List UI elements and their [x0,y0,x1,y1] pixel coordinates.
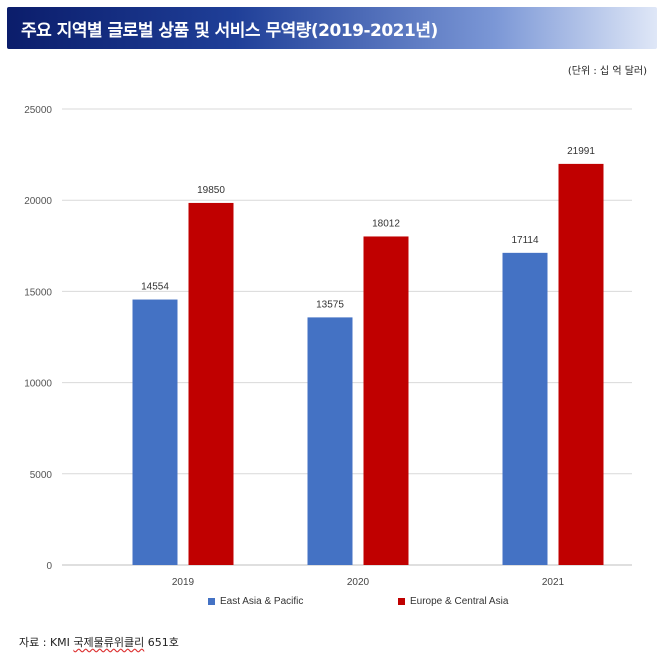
bar-europe-2019 [188,202,234,565]
data-label-east-asia-2021: 17114 [511,235,539,246]
x-tick-label-2020: 2020 [347,577,370,588]
data-label-europe-2021: 21991 [567,146,595,157]
data-label-east-asia-2019: 14554 [141,282,169,293]
bar-east-asia-2020 [307,317,353,565]
y-tick-label-15000: 15000 [24,287,52,298]
chart-legend: East Asia & Pacific Europe & Central Asi… [0,596,669,612]
title-bar: 주요 지역별 글로벌 상품 및 서비스 무역량(2019-2021년) [7,7,657,49]
y-tick-label-10000: 10000 [24,379,52,390]
y-tick-label-25000: 25000 [24,105,52,116]
legend-label-east-asia: East Asia & Pacific [220,596,304,607]
bar-europe-2021 [558,163,604,565]
legend-item-east-asia: East Asia & Pacific [208,596,303,607]
source-suffix: 651호 [144,636,179,649]
x-tick-label-2019: 2019 [172,577,195,588]
page-title: 주요 지역별 글로벌 상품 및 서비스 무역량(2019-2021년) [21,21,438,41]
legend-item-europe: Europe & Central Asia [398,596,508,607]
bar-chart: 0 5000 10000 15000 20000 25000 14554 19850 2019 1… [24,105,632,588]
legend-swatch-europe [398,598,405,605]
y-tick-label-5000: 5000 [30,470,53,481]
bar-east-asia-2021 [502,252,548,565]
data-label-europe-2020: 18012 [372,218,400,229]
legend-swatch-east-asia [208,598,215,605]
x-tick-label-2021: 2021 [542,577,565,588]
bar-east-asia-2019 [132,299,178,565]
y-tick-label-20000: 20000 [24,196,52,207]
bar-europe-2020 [363,236,409,565]
data-label-east-asia-2020: 13575 [316,299,344,310]
source-note: 자료 : KMI 국제물류위클리 651호 [19,634,179,650]
data-label-europe-2019: 19850 [197,185,225,196]
unit-label: (단위 : 십 억 달러) [567,66,647,77]
source-name: 국제물류위클리 [73,636,145,649]
legend-label-europe: Europe & Central Asia [410,596,509,607]
y-tick-label-0: 0 [46,561,52,572]
source-prefix: 자료 : KMI [19,636,74,649]
